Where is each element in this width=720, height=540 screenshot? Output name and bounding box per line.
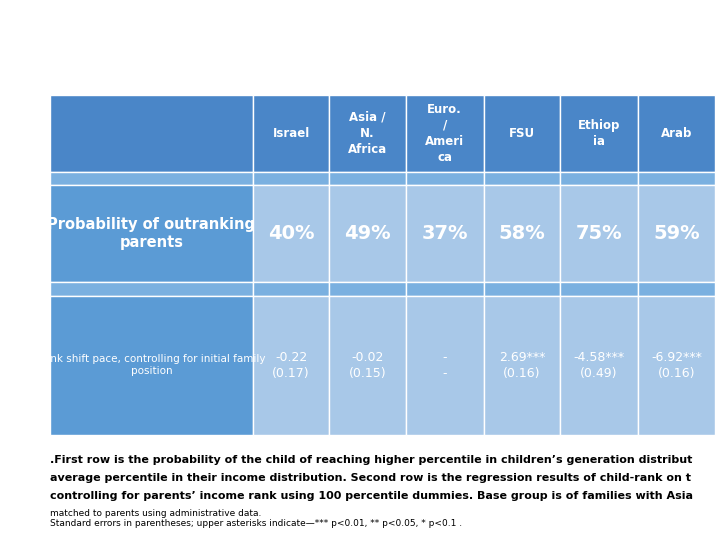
Bar	[638, 95, 715, 172]
Bar	[50, 172, 253, 185]
Text: -0.22
(0.17): -0.22 (0.17)	[272, 351, 310, 380]
Bar	[560, 185, 638, 282]
Bar	[484, 95, 560, 172]
Text: 2.69***
(0.16): 2.69*** (0.16)	[499, 351, 545, 380]
Bar	[329, 282, 406, 295]
Text: Arab: Arab	[661, 127, 692, 140]
Text: Israel: Israel	[272, 127, 310, 140]
Text: Rank shift pace, controlling for initial family
position: Rank shift pace, controlling for initial…	[37, 354, 266, 376]
Bar	[406, 172, 484, 185]
Text: 40%: 40%	[268, 224, 315, 243]
Bar	[406, 282, 484, 295]
Text: 37%: 37%	[421, 224, 468, 243]
Text: FSU: FSU	[509, 127, 535, 140]
Bar	[50, 295, 253, 435]
Text: matched to parents using administrative data.: matched to parents using administrative …	[50, 509, 261, 518]
Bar	[638, 185, 715, 282]
Text: -
-: - -	[442, 351, 447, 380]
Bar	[329, 95, 406, 172]
Bar	[560, 295, 638, 435]
Text: controlling for parents’ income rank using 100 percentile dummies. Base group is: controlling for parents’ income rank usi…	[50, 491, 693, 501]
Bar	[50, 185, 253, 282]
Text: 59%: 59%	[653, 224, 700, 243]
Bar	[406, 185, 484, 282]
Text: 75%: 75%	[576, 224, 622, 243]
Bar	[253, 295, 329, 435]
Text: average percentile in their income distribution. Second row is the regression re: average percentile in their income distr…	[50, 473, 691, 483]
Bar	[638, 282, 715, 295]
Bar	[638, 295, 715, 435]
Bar	[50, 282, 253, 295]
Text: -6.92***
(0.16): -6.92*** (0.16)	[651, 351, 702, 380]
Text: 49%: 49%	[344, 224, 391, 243]
Bar	[253, 282, 329, 295]
Bar	[253, 185, 329, 282]
Text: Probability of outranking
parents: Probability of outranking parents	[48, 217, 256, 251]
Bar	[329, 295, 406, 435]
Bar	[406, 95, 484, 172]
Bar	[560, 172, 638, 185]
Bar	[560, 282, 638, 295]
Text: Asia /
N.
Africa: Asia / N. Africa	[348, 111, 387, 156]
Bar	[329, 185, 406, 282]
Text: Standard errors in parentheses; upper asterisks indicate—*** p<0.01, ** p<0.05, : Standard errors in parentheses; upper as…	[50, 519, 462, 528]
Bar	[406, 295, 484, 435]
Bar	[484, 185, 560, 282]
Bar	[253, 172, 329, 185]
Bar	[253, 95, 329, 172]
Bar	[560, 95, 638, 172]
Text: Euro.
/
Ameri
ca: Euro. / Ameri ca	[425, 103, 464, 164]
Bar	[329, 172, 406, 185]
Text: 58%: 58%	[498, 224, 545, 243]
Text: Ethiop
ia: Ethiop ia	[577, 119, 620, 148]
Text: -0.02
(0.15): -0.02 (0.15)	[348, 351, 387, 380]
Bar	[484, 172, 560, 185]
Text: -4.58***
(0.49): -4.58*** (0.49)	[573, 351, 624, 380]
Bar	[50, 95, 253, 172]
Text: .First row is the probability of the child of reaching higher percentile in chil: .First row is the probability of the chi…	[50, 455, 693, 465]
Bar	[638, 172, 715, 185]
Bar	[484, 295, 560, 435]
Bar	[484, 282, 560, 295]
